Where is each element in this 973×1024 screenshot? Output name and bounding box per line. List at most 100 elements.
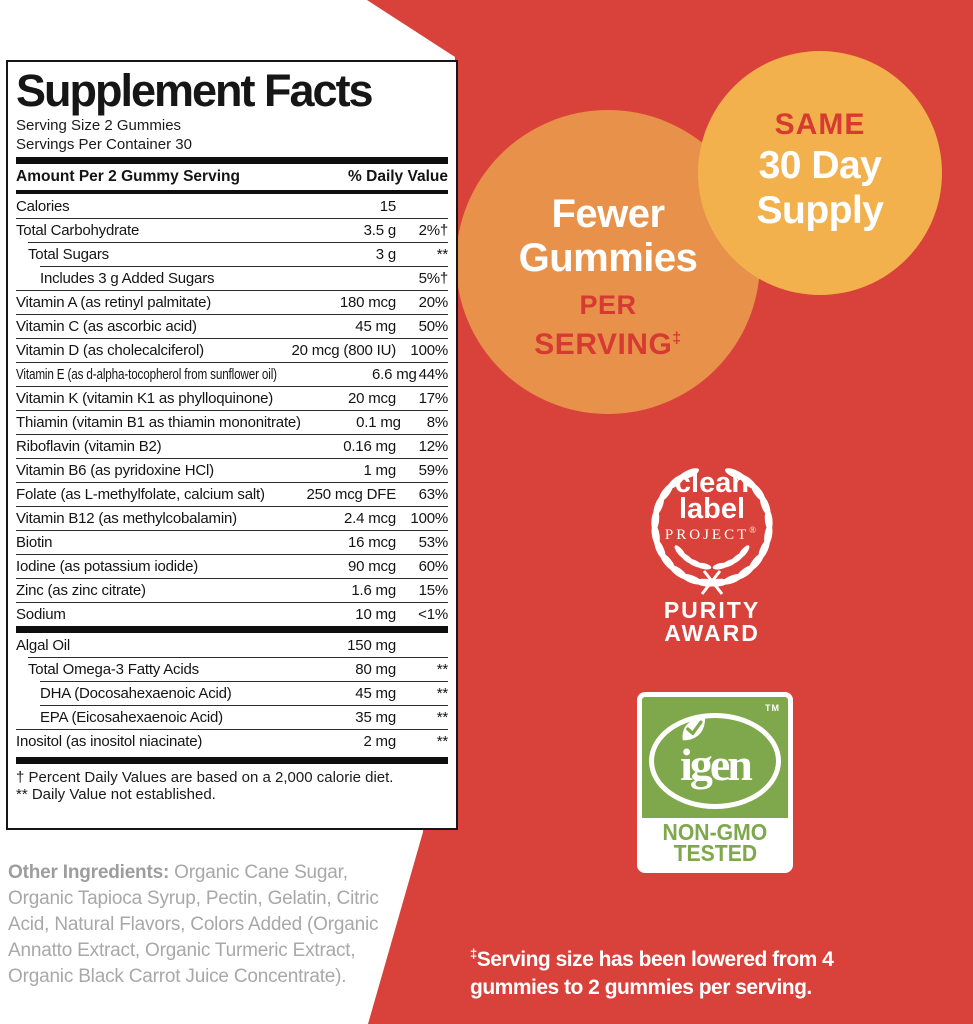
nutrient-daily-value: 20% <box>418 294 449 311</box>
nutrient-amount: 250 mcg DFE <box>306 486 397 503</box>
registered-mark: ® <box>749 525 760 535</box>
nutrient-daily-value: 8% <box>426 414 448 431</box>
panel-title: Supplement Facts <box>16 65 374 116</box>
nutrient-name-text: Algal Oil <box>16 636 71 654</box>
nutrient-name-text: EPA (Eicosahexaenoic Acid) <box>40 709 223 726</box>
fewer-text: Fewer <box>551 192 665 236</box>
footnote-not-established: ** Daily Value not established. <box>16 786 216 803</box>
amount-header: Amount Per 2 Gummy Serving <box>16 168 240 185</box>
tested-text: TESTED <box>673 840 757 866</box>
table-header: Amount Per 2 Gummy Serving % Daily Value <box>16 164 448 190</box>
facts-table: Calories 15 Total Carbohydrate 3.5 g 2%† Tota… <box>16 194 448 753</box>
nutrient-amount: 0.16 mg <box>343 438 396 455</box>
nutrient-daily-value: 17% <box>418 390 449 407</box>
per-text: PER <box>579 290 637 320</box>
nutrient-amount: 3 g <box>375 246 396 263</box>
nutrient-name-text: Folate (as L-methylfolate, calcium salt) <box>16 486 265 503</box>
nutrient-name-text: Vitamin B6 (as pyridoxine HCl) <box>16 462 214 479</box>
nutrient-name: Total Carbohydrate <box>16 222 286 239</box>
nutrient-amount: 10 mg <box>355 606 396 623</box>
table-row: Vitamin K (vitamin K1 as phylloquinone) 2… <box>16 386 448 410</box>
table-row: Vitamin C (as ascorbic acid) 45 mg 50% <box>16 314 448 338</box>
divider-bar <box>16 757 448 764</box>
nutrient-amount: 180 mcg <box>339 294 396 311</box>
nutrient-name-text: Biotin <box>16 534 53 551</box>
gummies-text: Gummies <box>518 236 698 280</box>
nutrient-daily-value: 63% <box>418 486 449 503</box>
igen-oval: igen <box>649 713 781 809</box>
nutrient-amount: 15 <box>379 197 396 215</box>
table-row: Zinc (as zinc citrate) 1.6 mg 15% <box>16 578 448 602</box>
table-row: Riboflavin (vitamin B2) 0.16 mg 12% <box>16 434 448 458</box>
nutrient-name: EPA (Eicosahexaenoic Acid) <box>40 709 286 726</box>
nutrient-daily-value: ** <box>436 709 448 726</box>
nutrient-name-text: Inositol (as inositol niacinate) <box>16 733 203 750</box>
serving-text: SERVING‡ <box>534 322 681 362</box>
nutrient-name: Vitamin A (as retinyl palmitate) <box>16 294 286 311</box>
nutrient-name-text: Total Sugars <box>28 246 109 263</box>
nutrient-daily-value: 12% <box>418 438 449 455</box>
nutrient-daily-value: 5%† <box>418 270 449 287</box>
daily-value-header: % Daily Value <box>348 168 448 185</box>
nutrient-daily-value: 100% <box>410 342 448 359</box>
panel-footnotes: † Percent Daily Values are based on a 2,… <box>16 769 448 803</box>
nutrient-name: Vitamin K (vitamin K1 as phylloquinone) <box>16 390 286 407</box>
section-divider-bar <box>16 626 448 633</box>
nutrient-name-text: Includes 3 g Added Sugars <box>40 270 215 287</box>
trademark-mark: TM <box>765 703 780 713</box>
nutrient-amount: 2 mg <box>363 733 396 750</box>
serving-size: Serving Size 2 Gummies <box>16 117 182 134</box>
nutrient-name: Vitamin B12 (as methylcobalamin) <box>16 510 286 527</box>
nutrient-name: Iodine (as potassium iodide) <box>16 558 286 575</box>
table-row: Inositol (as inositol niacinate) 2 mg ** <box>16 729 448 753</box>
other-ingredients-text: Organic Cane Sugar, Organic Tapioca Syru… <box>8 862 379 987</box>
table-row: Folate (as L-methylfolate, calcium salt)… <box>16 482 448 506</box>
nutrient-name: Total Sugars <box>28 246 286 263</box>
project-text: PROJECT <box>664 527 750 543</box>
nutrient-name: Folate (as L-methylfolate, calcium salt) <box>16 486 286 503</box>
other-ingredients: Other Ingredients: Organic Cane Sugar, O… <box>8 860 380 990</box>
table-row: Algal Oil 150 mg <box>16 633 448 657</box>
supplement-facts-panel: Supplement Facts Serving Size 2 Gummies … <box>6 60 458 830</box>
footnote-text: Serving size has been lowered from 4 gum… <box>470 948 834 999</box>
nutrient-daily-value: ** <box>436 733 448 750</box>
nutrient-daily-value: 15% <box>418 582 449 599</box>
label-word: label <box>678 493 746 525</box>
nutrient-daily-value: 100% <box>410 510 448 527</box>
table-row: Vitamin E (as d-alpha-tocopherol from su… <box>16 362 448 386</box>
divider-bar <box>16 190 448 194</box>
nutrient-name: Vitamin D (as cholecalciferol) <box>16 342 286 359</box>
nutrient-name: Sodium <box>16 606 286 623</box>
nutrient-name-text: Vitamin E (as d-alpha-tocopherol from su… <box>16 366 277 383</box>
non-gmo-text: NON-GMO <box>662 819 768 845</box>
nutrient-daily-value: 50% <box>418 318 449 335</box>
nutrient-name: Inositol (as inositol niacinate) <box>16 733 286 750</box>
nutrient-daily-value: ** <box>436 246 448 263</box>
nutrient-name-text: Vitamin K (vitamin K1 as phylloquinone) <box>16 390 274 407</box>
nutrient-name-text: Riboflavin (vitamin B2) <box>16 438 162 455</box>
nutrient-amount: 16 mcg <box>348 534 396 551</box>
nutrient-daily-value: 44% <box>418 366 449 383</box>
same-text: SAME <box>774 108 866 141</box>
footnote-daily-values: † Percent Daily Values are based on a 2,… <box>16 769 394 786</box>
table-row: Sodium 10 mg <1% <box>16 602 448 626</box>
nutrient-name-text: DHA (Docosahexaenoic Acid) <box>40 685 232 702</box>
leaf-check-icon <box>682 716 706 741</box>
nutrient-name: Total Omega-3 Fatty Acids <box>28 661 286 678</box>
nutrient-daily-value: 2%† <box>418 222 449 239</box>
nutrient-amount: 2.4 mcg <box>344 510 396 527</box>
clean-word: clean <box>674 467 750 499</box>
other-ingredients-label: Other Ingredients: <box>8 862 170 883</box>
nutrient-name-text: Vitamin B12 (as methylcobalamin) <box>16 510 237 527</box>
nutrient-amount: 20 mcg (800 IU) <box>291 342 396 359</box>
nutrient-amount: 45 mg <box>355 318 396 335</box>
nutrient-name: Riboflavin (vitamin B2) <box>16 438 286 455</box>
nutrient-amount: 35 mg <box>355 709 396 726</box>
project-word: PROJECT® <box>617 525 807 544</box>
nutrient-name: Vitamin E (as d-alpha-tocopherol from su… <box>16 366 350 383</box>
nutrient-name: Includes 3 g Added Sugars <box>40 270 286 287</box>
nutrient-amount: 6.6 mg <box>372 366 417 383</box>
nutrient-daily-value: 60% <box>418 558 449 575</box>
table-row: Total Sugars 3 g ** <box>28 242 448 266</box>
nutrient-amount: 150 mg <box>347 636 396 654</box>
